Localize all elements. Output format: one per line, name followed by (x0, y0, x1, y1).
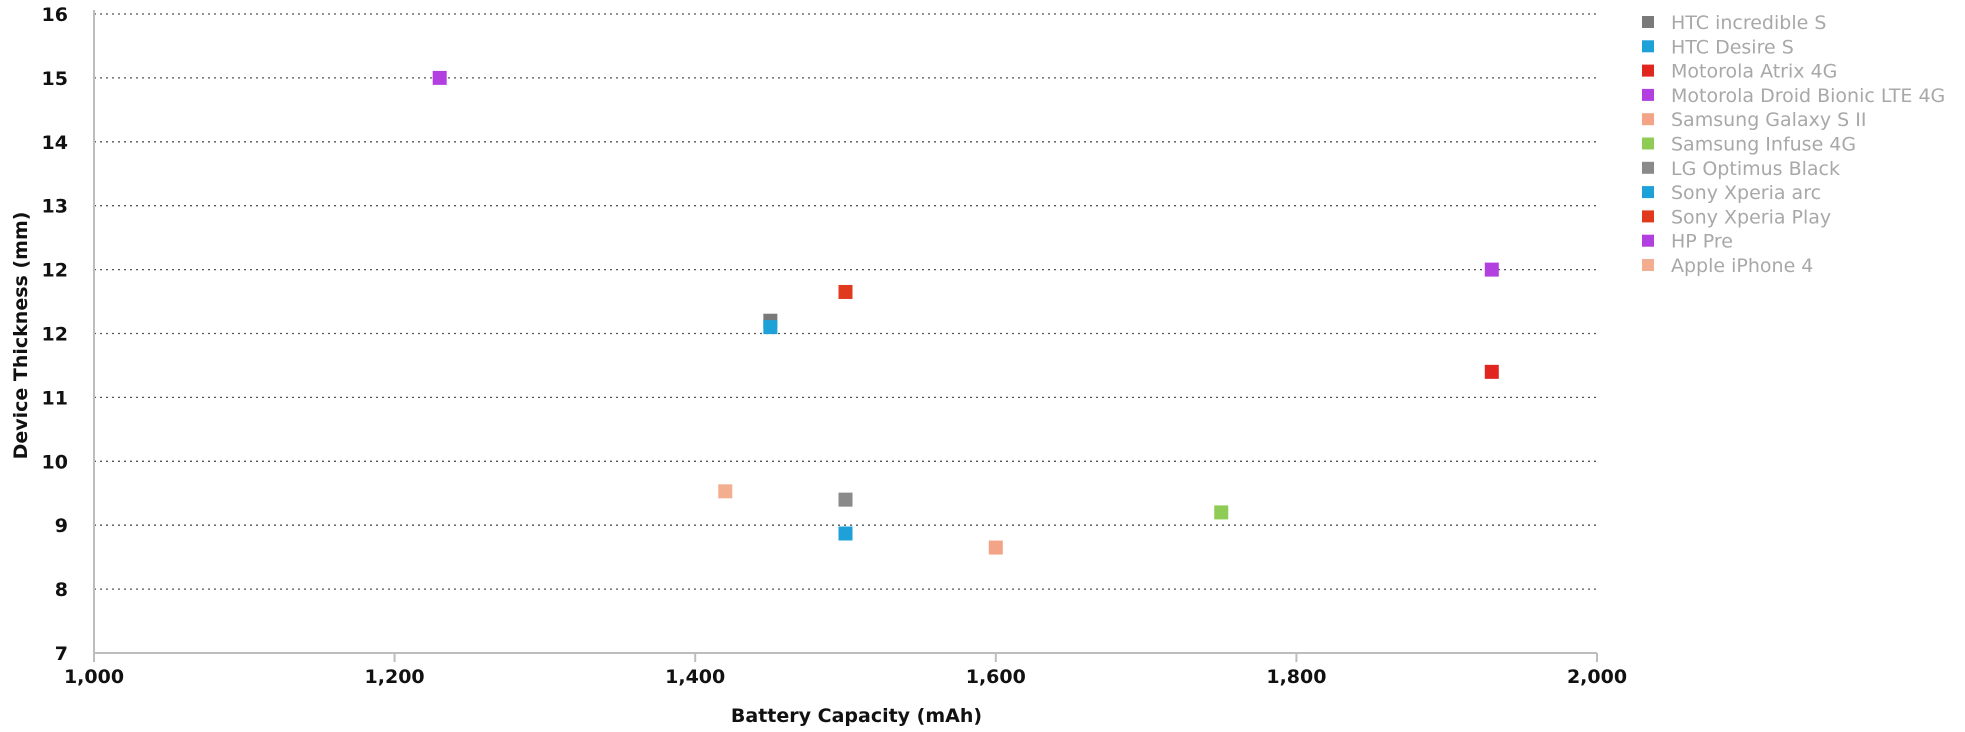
y-tick-label: 9 (55, 515, 68, 537)
x-tick-label: 1,600 (966, 666, 1026, 688)
data-point (1484, 262, 1499, 277)
legend-label: HP Pre (1671, 231, 1733, 253)
y-tick-label: 11 (42, 387, 68, 409)
data-point (718, 484, 733, 499)
y-tick-label: 12 (42, 324, 68, 346)
x-tick-label: 1,800 (1266, 666, 1326, 688)
legend-label: Samsung Galaxy S II (1671, 109, 1866, 131)
legend-swatch (1642, 186, 1654, 199)
legend-label: LG Optimus Black (1671, 158, 1840, 180)
legend-swatch (1642, 88, 1654, 101)
legend-label: Samsung Infuse 4G (1671, 134, 1856, 156)
x-tick-label: 1,400 (665, 666, 725, 688)
legend-swatch (1642, 113, 1654, 126)
data-point (988, 540, 1003, 555)
data-point (763, 320, 778, 335)
legend-label: Sony Xperia arc (1671, 182, 1821, 204)
legend-swatch (1642, 137, 1654, 150)
legend-swatch (1642, 259, 1654, 271)
data-point (432, 70, 447, 85)
y-tick-label: 7 (55, 643, 68, 665)
data-point (838, 492, 853, 507)
legend-label: HTC Desire S (1671, 36, 1794, 58)
legend-label: Apple iPhone 4 (1671, 255, 1813, 277)
data-point (838, 284, 853, 299)
y-tick-label: 16 (42, 4, 68, 26)
data-points (432, 70, 1499, 555)
y-tick-label: 14 (42, 132, 68, 154)
legend-swatch (1642, 64, 1654, 77)
x-tick-label: 2,000 (1567, 666, 1627, 688)
y-tick-label: 10 (42, 451, 68, 473)
y-tick-label: 13 (42, 196, 68, 218)
legend-swatch (1642, 234, 1654, 247)
legend-label: Sony Xperia Play (1671, 206, 1831, 228)
legend-label: Motorola Atrix 4G (1671, 61, 1837, 83)
tick-labels: 7 8 9 10 11 12 12 13 14 15 16 1,000 1,200 1,400 1,600 1… (42, 4, 1628, 688)
data-point (1484, 364, 1499, 379)
y-axis-title: Device Thickness (mm) (10, 212, 32, 460)
legend-swatch (1642, 16, 1654, 28)
legend-swatch (1642, 161, 1654, 174)
x-tick-label: 1,000 (64, 666, 124, 688)
y-tick-label: 8 (55, 579, 68, 601)
data-point (1214, 505, 1229, 520)
legend-swatch (1642, 210, 1654, 223)
y-tick-label: 12 (42, 260, 68, 282)
gridlines (94, 13, 1597, 590)
legend-label: HTC incredible S (1671, 12, 1826, 34)
legend-swatch (1642, 40, 1654, 53)
axes (93, 10, 1598, 662)
x-axis-title: Battery Capacity (mAh) (731, 705, 982, 727)
x-tick-label: 1,200 (365, 666, 425, 688)
legend-label: Motorola Droid Bionic LTE 4G (1671, 85, 1945, 107)
y-tick-label: 15 (42, 68, 68, 90)
data-point (838, 526, 853, 541)
